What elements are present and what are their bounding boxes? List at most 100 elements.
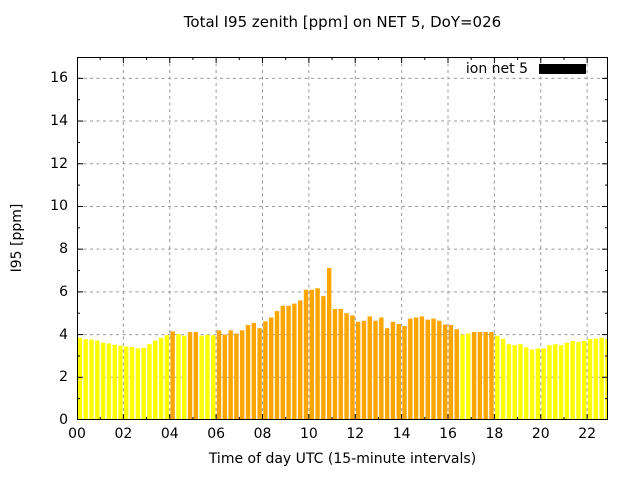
bar — [205, 334, 210, 420]
x-tick-label: 00 — [68, 426, 86, 442]
bar — [477, 332, 483, 420]
bar — [274, 311, 280, 420]
bar — [211, 335, 216, 420]
bar — [442, 324, 448, 420]
bar — [361, 320, 367, 420]
bar — [506, 344, 512, 420]
bar — [518, 344, 523, 420]
bar — [495, 335, 500, 420]
y-tick-label: 2 — [59, 369, 68, 386]
bar — [303, 289, 309, 420]
bar — [454, 329, 459, 420]
bar — [129, 346, 135, 420]
grid-lines — [77, 57, 608, 420]
bar — [483, 332, 488, 420]
plot-border — [77, 57, 608, 420]
bar — [332, 308, 338, 420]
bar — [605, 339, 608, 420]
bar — [582, 340, 587, 420]
x-tick-label: 02 — [114, 426, 133, 442]
bar — [147, 344, 152, 420]
bar — [338, 308, 343, 420]
bar — [269, 317, 274, 420]
bar — [95, 340, 100, 420]
bar — [309, 289, 314, 420]
x-tick-label: 20 — [531, 426, 550, 442]
y-tick-label: 4 — [59, 326, 68, 343]
bar — [263, 321, 268, 420]
bar — [350, 315, 355, 420]
bar — [558, 345, 564, 420]
bar — [425, 319, 430, 420]
bar — [344, 313, 349, 420]
y-tick-label: 16 — [50, 70, 68, 87]
legend: ion net 5 — [465, 61, 586, 77]
bar — [419, 316, 425, 420]
bar — [135, 348, 141, 420]
bar — [216, 330, 222, 420]
bar — [576, 341, 581, 420]
bar — [106, 343, 112, 420]
bar — [77, 337, 83, 420]
bar — [83, 339, 88, 420]
y-tick-label: 12 — [50, 155, 68, 172]
bar — [390, 321, 396, 420]
bar — [170, 331, 175, 420]
bar — [118, 345, 123, 420]
plot-area — [77, 57, 608, 420]
y-tick-label: 6 — [59, 283, 68, 300]
bar — [257, 328, 262, 420]
bar — [373, 320, 378, 420]
bar — [408, 318, 413, 420]
bar — [489, 332, 494, 420]
bar — [187, 332, 193, 420]
x-tick-label: 18 — [485, 426, 504, 442]
bar — [384, 328, 390, 420]
bar — [240, 330, 245, 420]
bar — [396, 323, 401, 420]
bar — [553, 344, 558, 420]
bar — [431, 318, 436, 420]
bar — [222, 334, 228, 420]
bars — [77, 267, 608, 420]
x-tick-label: 10 — [299, 426, 318, 442]
bar — [315, 288, 320, 420]
bar — [471, 332, 477, 420]
bar — [100, 342, 106, 420]
bar — [593, 338, 599, 420]
bar — [297, 300, 303, 420]
bar — [176, 334, 181, 420]
x-axis-label: Time of day UTC (15-minute intervals) — [208, 451, 477, 467]
bar — [153, 340, 158, 420]
bar — [355, 321, 361, 420]
bar — [448, 324, 454, 420]
bar — [193, 332, 199, 420]
bar — [402, 326, 407, 420]
bar — [570, 340, 575, 420]
bar — [158, 337, 164, 420]
bar — [379, 317, 384, 420]
bar — [89, 339, 94, 420]
bar — [564, 342, 570, 420]
bar — [529, 349, 535, 420]
bar — [535, 348, 541, 420]
y-tick-label: 14 — [50, 113, 68, 130]
bar — [199, 335, 204, 420]
legend-label: ion net 5 — [465, 61, 528, 77]
y-tick-label: 0 — [59, 412, 68, 428]
x-tick-label: 08 — [253, 426, 272, 442]
bar — [228, 330, 233, 420]
bar — [292, 303, 297, 420]
x-tick-label: 16 — [439, 426, 457, 442]
bar — [251, 322, 257, 420]
bar — [500, 338, 506, 420]
bar — [437, 320, 442, 420]
x-tick-label: 22 — [578, 426, 597, 442]
bar — [280, 305, 285, 420]
x-tick-label: 14 — [392, 426, 411, 442]
bar — [460, 334, 465, 420]
x-tick-label: 04 — [160, 426, 179, 442]
bar — [321, 296, 326, 420]
bar — [245, 324, 251, 420]
bar — [466, 333, 471, 420]
